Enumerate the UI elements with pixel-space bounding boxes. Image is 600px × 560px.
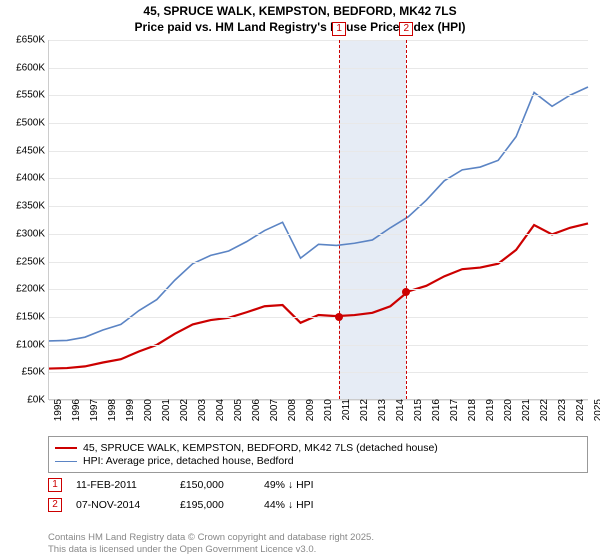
sale-date: 07-NOV-2014 xyxy=(76,499,166,511)
legend-label: HPI: Average price, detached house, Bedf… xyxy=(83,455,294,467)
ytick-label: £250K xyxy=(16,256,49,267)
ytick-label: £100K xyxy=(16,339,49,350)
xtick-label: 1995 xyxy=(49,399,64,421)
sale-marker xyxy=(402,288,410,296)
xtick-label: 2005 xyxy=(229,399,244,421)
gridline-h xyxy=(49,345,588,346)
gridline-h xyxy=(49,151,588,152)
xtick-label: 2004 xyxy=(211,399,226,421)
legend-swatch xyxy=(55,461,77,462)
xtick-label: 2002 xyxy=(175,399,190,421)
xtick-label: 2013 xyxy=(373,399,388,421)
xtick-label: 1999 xyxy=(121,399,136,421)
gridline-h xyxy=(49,206,588,207)
legend-label: 45, SPRUCE WALK, KEMPSTON, BEDFORD, MK42… xyxy=(83,442,438,454)
xtick-label: 2024 xyxy=(571,399,586,421)
legend: 45, SPRUCE WALK, KEMPSTON, BEDFORD, MK42… xyxy=(48,436,588,473)
xtick-label: 2000 xyxy=(139,399,154,421)
legend-swatch xyxy=(55,447,77,449)
sale-number-box: 2 xyxy=(48,498,62,512)
ytick-label: £550K xyxy=(16,90,49,101)
sale-hpi-diff: 49% ↓ HPI xyxy=(264,479,314,491)
ytick-label: £50K xyxy=(22,367,49,378)
xtick-label: 2025 xyxy=(589,399,600,421)
gridline-h xyxy=(49,289,588,290)
ytick-label: £450K xyxy=(16,145,49,156)
ytick-label: £0K xyxy=(27,395,49,406)
ytick-label: £150K xyxy=(16,311,49,322)
reference-line xyxy=(406,40,407,399)
xtick-label: 2017 xyxy=(445,399,460,421)
gridline-h xyxy=(49,68,588,69)
xtick-label: 2022 xyxy=(535,399,550,421)
ytick-label: £350K xyxy=(16,201,49,212)
xtick-label: 2008 xyxy=(283,399,298,421)
xtick-label: 2015 xyxy=(409,399,424,421)
footer-line1: Contains HM Land Registry data © Crown c… xyxy=(48,532,588,544)
title-line2: Price paid vs. HM Land Registry's House … xyxy=(0,20,600,36)
ytick-label: £200K xyxy=(16,284,49,295)
xtick-label: 2011 xyxy=(337,399,352,421)
gridline-h xyxy=(49,372,588,373)
ytick-label: £650K xyxy=(16,35,49,46)
xtick-label: 2012 xyxy=(355,399,370,421)
sale-date: 11-FEB-2011 xyxy=(76,479,166,491)
gridline-h xyxy=(49,317,588,318)
footer-line2: This data is licensed under the Open Gov… xyxy=(48,544,588,556)
ytick-label: £600K xyxy=(16,62,49,73)
gridline-h xyxy=(49,40,588,41)
sale-price: £150,000 xyxy=(180,479,250,491)
sale-data-row: 2 07-NOV-2014 £195,000 44% ↓ HPI xyxy=(48,498,588,512)
sale-hpi-diff: 44% ↓ HPI xyxy=(264,499,314,511)
xtick-label: 2019 xyxy=(481,399,496,421)
series-line xyxy=(49,87,588,341)
gridline-h xyxy=(49,234,588,235)
xtick-label: 2007 xyxy=(265,399,280,421)
title-line1: 45, SPRUCE WALK, KEMPSTON, BEDFORD, MK42… xyxy=(0,4,600,20)
ytick-label: £400K xyxy=(16,173,49,184)
xtick-label: 2016 xyxy=(427,399,442,421)
xtick-label: 2001 xyxy=(157,399,172,421)
legend-item: 45, SPRUCE WALK, KEMPSTON, BEDFORD, MK42… xyxy=(55,442,581,454)
xtick-label: 2018 xyxy=(463,399,478,421)
chart-area: £0K£50K£100K£150K£200K£250K£300K£350K£40… xyxy=(48,40,588,400)
xtick-label: 1997 xyxy=(85,399,100,421)
xtick-label: 2021 xyxy=(517,399,532,421)
sale-price: £195,000 xyxy=(180,499,250,511)
xtick-label: 1996 xyxy=(67,399,82,421)
ytick-label: £500K xyxy=(16,118,49,129)
xtick-label: 2006 xyxy=(247,399,262,421)
ytick-label: £300K xyxy=(16,228,49,239)
xtick-label: 2009 xyxy=(301,399,316,421)
reference-label: 2 xyxy=(399,22,413,36)
reference-label: 1 xyxy=(332,22,346,36)
sale-data-row: 1 11-FEB-2011 £150,000 49% ↓ HPI xyxy=(48,478,588,492)
gridline-h xyxy=(49,262,588,263)
sale-number-box: 1 xyxy=(48,478,62,492)
xtick-label: 2014 xyxy=(391,399,406,421)
xtick-label: 1998 xyxy=(103,399,118,421)
gridline-h xyxy=(49,178,588,179)
chart-container: 45, SPRUCE WALK, KEMPSTON, BEDFORD, MK42… xyxy=(0,0,600,560)
sale-marker xyxy=(335,313,343,321)
legend-item: HPI: Average price, detached house, Bedf… xyxy=(55,455,581,467)
footer: Contains HM Land Registry data © Crown c… xyxy=(48,532,588,556)
xtick-label: 2010 xyxy=(319,399,334,421)
gridline-h xyxy=(49,123,588,124)
xtick-label: 2020 xyxy=(499,399,514,421)
reference-line xyxy=(339,40,340,399)
xtick-label: 2023 xyxy=(553,399,568,421)
title-block: 45, SPRUCE WALK, KEMPSTON, BEDFORD, MK42… xyxy=(0,0,600,37)
gridline-h xyxy=(49,95,588,96)
xtick-label: 2003 xyxy=(193,399,208,421)
